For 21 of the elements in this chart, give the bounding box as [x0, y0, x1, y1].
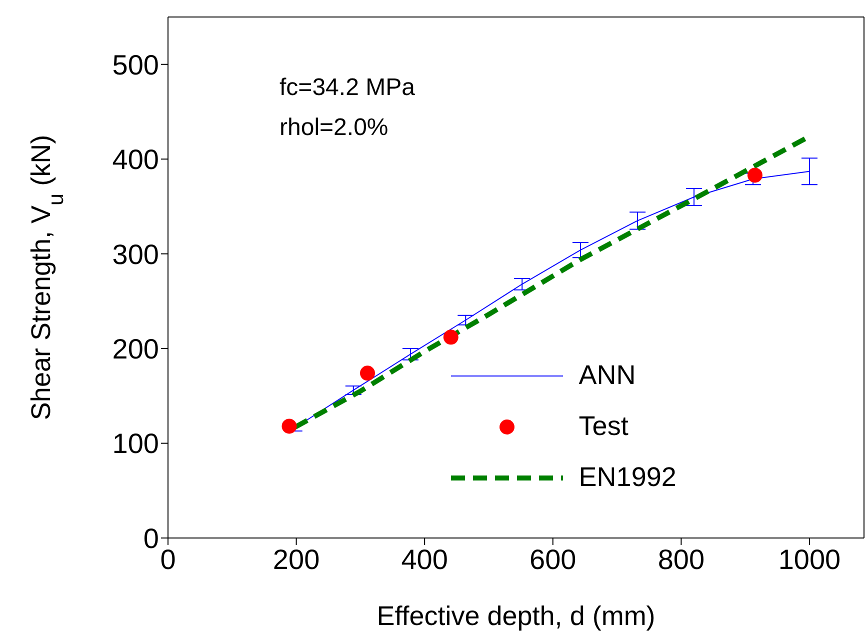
annotation: fc=34.2 MPa	[280, 74, 415, 102]
x-tick-label: 400	[401, 544, 448, 575]
annotation: rhol=2.0%	[280, 114, 388, 142]
legend-label: EN1992	[578, 462, 676, 494]
y-tick-label: 500	[112, 49, 159, 80]
x-tick-label: 200	[272, 544, 320, 575]
y-tick-label: 400	[112, 144, 159, 176]
x-tick-label: 800	[658, 544, 705, 575]
point	[747, 168, 762, 183]
point	[360, 366, 375, 381]
point	[282, 418, 297, 434]
y-tick-label: 100	[112, 428, 159, 460]
legend-label: Test	[578, 411, 628, 442]
point	[443, 330, 458, 345]
x-tick-label: 600	[530, 544, 576, 575]
x-axis-title: Effective depth, d (mm)	[376, 601, 656, 631]
y-tick-label: 300	[112, 238, 159, 270]
y-tick-label: 0	[143, 522, 159, 554]
x-tick-label: 1000	[778, 544, 841, 575]
y-tick-label: 200	[112, 333, 159, 364]
legend-label: ANN	[578, 360, 636, 392]
